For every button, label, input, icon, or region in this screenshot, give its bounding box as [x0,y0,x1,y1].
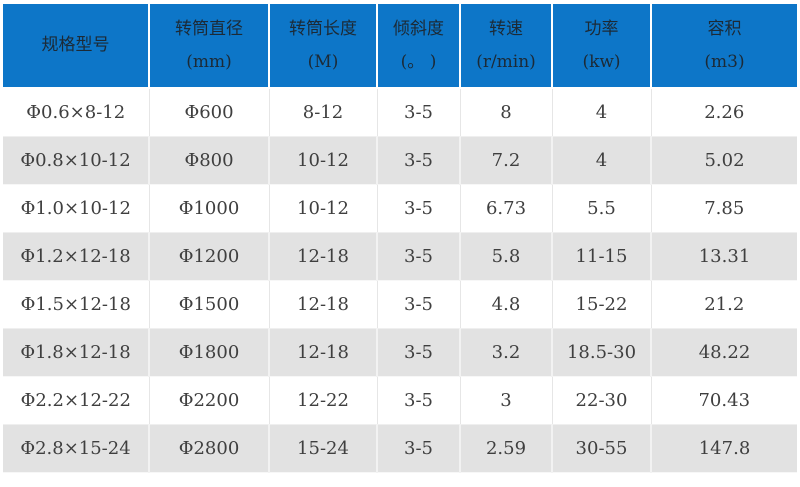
table-cell: Φ1.2×12-18 [3,232,150,281]
table-cell: 3.2 [460,328,553,377]
table-cell: 3-5 [377,328,461,377]
table-cell: 18.5-30 [552,328,652,377]
table-cell: 3-5 [377,184,461,233]
header-label: 转速 [489,19,523,40]
header-label: 功率 [584,19,619,40]
header-cell: 转筒直径 (mm) [148,2,270,89]
table-cell: 3 [460,376,553,425]
table-cell: 21.2 [651,280,797,329]
header-unit: (。 ) [400,51,437,72]
table-cell: Φ2800 [149,424,270,473]
table-cell: 13.31 [651,232,797,281]
table-cell: 30-55 [552,424,652,473]
table-cell: 7.85 [651,184,797,233]
table-cell: 7.2 [460,136,553,185]
header-cell: 功率 (kw) [551,2,652,89]
header-unit: (kw) [582,51,621,72]
table-cell: 48.22 [651,328,797,377]
table-cell: Φ1000 [149,184,270,233]
table-cell: Φ800 [149,136,270,185]
header-label: 规格型号 [41,35,110,56]
header-cell: 规格型号 [3,2,150,89]
table-cell: Φ1500 [149,280,270,329]
table-cell: 5.02 [651,136,797,185]
table-cell: 3-5 [377,136,461,185]
table-cell: 3-5 [377,424,461,473]
table-cell: Φ1800 [149,328,270,377]
table-cell: 15-24 [269,424,378,473]
table-cell: 3-5 [377,232,461,281]
table-row: Φ2.2×12-22 Φ2200 12-22 3-5 3 22-30 70.43 [3,376,797,425]
table-cell: 10-12 [269,136,378,185]
table-row: Φ0.8×10-12 Φ800 10-12 3-5 7.2 4 5.02 [3,136,797,185]
table-cell: 3-5 [377,376,461,425]
table-cell: Φ600 [149,88,270,137]
spec-table-head: 规格型号 转筒直径 (mm) 转筒长度 (M) 倾斜度 (。 ) 转速 (r/min) 功率 (kw… [3,2,797,89]
spec-table: 规格型号 转筒直径 (mm) 转筒长度 (M) 倾斜度 (。 ) 转速 (r/min) 功率 (kw… [3,2,797,473]
table-cell: 4 [552,136,652,185]
table-row: Φ1.8×12-18 Φ1800 12-18 3-5 3.2 18.5-30 48.22 [3,328,797,377]
header-label: 倾斜度 [393,19,444,40]
header-unit: (mm) [186,51,232,72]
header-label: 转筒直径 [175,19,243,40]
table-row: Φ2.8×15-24 Φ2800 15-24 3-5 2.59 30-55 147.8 [3,424,797,473]
table-cell: Φ2200 [149,376,270,425]
header-label: 容积 [707,19,742,40]
table-cell: 12-18 [269,328,378,377]
header-label: 转筒长度 [289,19,357,40]
table-cell: Φ1.0×10-12 [3,184,150,233]
table-cell: 12-22 [269,376,378,425]
table-cell: 6.73 [460,184,553,233]
table-cell: 15-22 [552,280,652,329]
table-cell: 147.8 [651,424,797,473]
table-cell: 2.59 [460,424,553,473]
table-cell: Φ2.2×12-22 [3,376,150,425]
table-cell: Φ0.8×10-12 [3,136,150,185]
spec-table-body: Φ0.6×8-12 Φ600 8-12 3-5 8 4 2.26 Φ0.8×10-12 Φ800… [3,88,797,473]
table-cell: 2.26 [651,88,797,137]
table-cell: 10-12 [269,184,378,233]
header-cell: 容积 (m3) [650,2,797,89]
header-unit: (M) [307,51,339,72]
table-cell: 3-5 [377,280,461,329]
table-cell: 5.5 [552,184,652,233]
table-cell: Φ1.5×12-18 [3,280,150,329]
table-cell: Φ0.6×8-12 [3,88,150,137]
table-cell: 70.43 [651,376,797,425]
table-cell: 5.8 [460,232,553,281]
header-cell: 倾斜度 (。 ) [376,2,461,89]
spec-table-container: 规格型号 转筒直径 (mm) 转筒长度 (M) 倾斜度 (。 ) 转速 (r/min) 功率 (kw… [3,2,797,473]
table-row: Φ0.6×8-12 Φ600 8-12 3-5 8 4 2.26 [3,88,797,137]
table-cell: 22-30 [552,376,652,425]
table-cell: 3-5 [377,88,461,137]
table-cell: 12-18 [269,232,378,281]
header-cell: 转筒长度 (M) [268,2,378,89]
table-row: Φ1.5×12-18 Φ1500 12-18 3-5 4.8 15-22 21.2 [3,280,797,329]
header-unit: (m3) [704,51,745,72]
table-cell: 8 [460,88,553,137]
table-cell: Φ1.8×12-18 [3,328,150,377]
table-cell: 8-12 [269,88,378,137]
table-cell: Φ1200 [149,232,270,281]
table-cell: 11-15 [552,232,652,281]
table-cell: 12-18 [269,280,378,329]
table-cell: Φ2.8×15-24 [3,424,150,473]
header-row: 规格型号 转筒直径 (mm) 转筒长度 (M) 倾斜度 (。 ) 转速 (r/min) 功率 (kw… [3,2,797,89]
table-cell: 4 [552,88,652,137]
header-cell: 转速 (r/min) [459,2,553,89]
header-unit: (r/min) [476,51,536,72]
table-cell: 4.8 [460,280,553,329]
table-row: Φ1.0×10-12 Φ1000 10-12 3-5 6.73 5.5 7.85 [3,184,797,233]
table-row: Φ1.2×12-18 Φ1200 12-18 3-5 5.8 11-15 13.31 [3,232,797,281]
